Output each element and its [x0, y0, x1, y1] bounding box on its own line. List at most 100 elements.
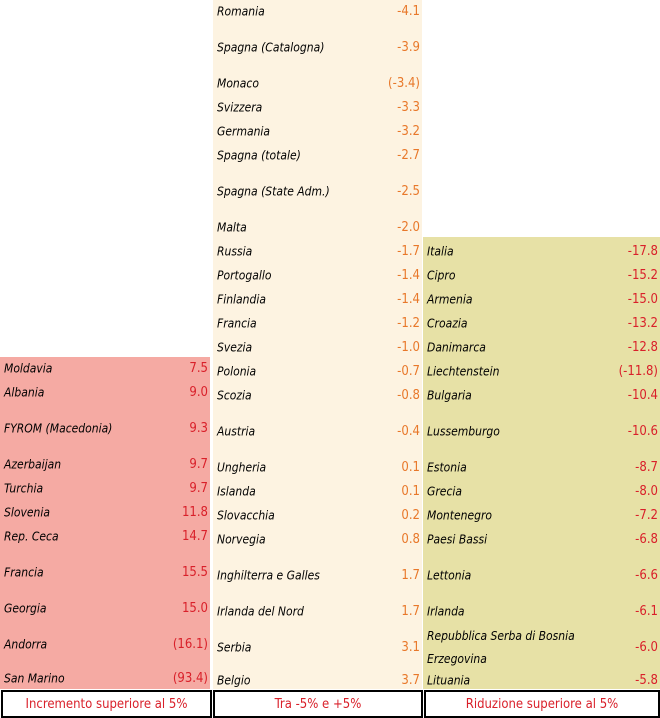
change-value: -1.4	[397, 268, 420, 283]
table-row: Lussemburgo -10.6	[423, 408, 660, 456]
table-row: Montenegro -7.2	[423, 504, 660, 528]
change-value: -6.8	[635, 532, 658, 547]
change-value: -1.2	[397, 316, 420, 331]
change-value: -2.5	[397, 184, 420, 199]
change-value: -12.8	[627, 340, 658, 355]
table-row: Turchia 9.7	[0, 477, 210, 501]
change-value: 0.1	[401, 460, 420, 475]
change-value: 1.7	[401, 568, 420, 583]
table-row: San Marino (93.4)	[0, 669, 210, 689]
change-value: 9.0	[189, 385, 208, 400]
country-name: Russia	[217, 244, 253, 259]
country-name: Svizzera	[217, 100, 263, 115]
change-value: 9.7	[189, 481, 208, 496]
country-name: Irlanda del Nord	[217, 604, 304, 619]
table-row: Inghilterra e Galles 1.7	[213, 552, 422, 600]
change-value: -1.4	[397, 292, 420, 307]
country-name: Spagna (Catalogna)	[217, 40, 325, 55]
table-row: Svezia -1.0	[213, 336, 422, 360]
change-value: -17.8	[627, 244, 658, 259]
country-name: Irlanda	[427, 604, 465, 619]
country-name: Slovacchia	[217, 508, 275, 523]
country-name: Andorra	[4, 637, 48, 652]
change-value: -10.6	[627, 424, 658, 439]
change-value: 14.7	[181, 529, 208, 544]
table-row: Slovacchia 0.2	[213, 504, 422, 528]
table-row: Malta -2.0	[213, 216, 422, 240]
table-row: Finlandia -1.4	[213, 288, 422, 312]
change-value: -0.7	[397, 364, 420, 379]
change-value: -15.2	[627, 268, 658, 283]
change-value: 15.5	[181, 565, 208, 580]
country-name: Germania	[217, 124, 271, 139]
change-value: 3.1	[401, 640, 420, 655]
country-name: Cipro	[427, 268, 456, 283]
change-value: -0.8	[397, 388, 420, 403]
country-name: Norvegia	[217, 532, 266, 547]
country-name: Polonia	[217, 364, 257, 379]
table-row: Austria -0.4	[213, 408, 422, 456]
country-name: Lussemburgo	[427, 424, 500, 439]
country-name: Lituania	[427, 673, 471, 687]
table-row: FYROM (Macedonia) 9.3	[0, 405, 210, 453]
table-row: Azerbaijan 9.7	[0, 453, 210, 477]
change-value: 11.8	[181, 505, 208, 520]
legend-stable: Tra -5% e +5%	[213, 690, 423, 718]
legend-decrease: Riduzione superiore al 5%	[424, 690, 660, 718]
table-row: Spagna (totale) -2.7	[213, 144, 422, 168]
country-name: Croazia	[427, 316, 468, 331]
change-value: -6.1	[635, 604, 658, 619]
decrease-column: Italia -17.8 Cipro -15.2 Armenia -15.0 Croazia…	[423, 237, 660, 689]
change-value: 9.7	[189, 457, 208, 472]
change-value: -0.4	[397, 424, 420, 439]
table-row: Irlanda -6.1	[423, 600, 660, 624]
table-row: Portogallo -1.4	[213, 264, 422, 288]
table-row: Albania 9.0	[0, 381, 210, 405]
table-row: Lituania -5.8	[423, 672, 660, 689]
country-name: FYROM (Macedonia)	[4, 421, 113, 436]
change-value: (-3.4)	[388, 76, 420, 91]
change-value: 0.8	[401, 532, 420, 547]
table-row: Moldavia 7.5	[0, 357, 210, 381]
change-value: -10.4	[627, 388, 658, 403]
country-name: Liechtenstein	[427, 364, 500, 379]
change-value: (93.4)	[172, 671, 208, 686]
country-name: Monaco	[217, 76, 259, 91]
country-name: Rep. Ceca	[4, 529, 59, 544]
table-row: Liechtenstein (-11.8)	[423, 360, 660, 384]
table-row: Russia -1.7	[213, 240, 422, 264]
country-name: Belgio	[217, 673, 251, 687]
country-name: Romania	[217, 4, 265, 19]
table-row: Scozia -0.8	[213, 384, 422, 408]
country-name: Serbia	[217, 640, 252, 655]
country-name: Malta	[217, 220, 247, 235]
change-value: -1.7	[397, 244, 420, 259]
table-row: Cipro -15.2	[423, 264, 660, 288]
country-name: Paesi Bassi	[427, 532, 488, 547]
country-name: Svezia	[217, 340, 253, 355]
country-name: Islanda	[217, 484, 256, 499]
table-row: Islanda 0.1	[213, 480, 422, 504]
table-row: Paesi Bassi -6.8	[423, 528, 660, 552]
table-row: Monaco (-3.4)	[213, 72, 422, 96]
table-row: Francia 15.5	[0, 549, 210, 597]
change-value: 7.5	[189, 361, 208, 376]
change-value: -6.0	[635, 640, 658, 655]
change-value: -4.1	[397, 4, 420, 19]
table-row: Croazia -13.2	[423, 312, 660, 336]
table-row: Lettonia -6.6	[423, 552, 660, 600]
table-row: Grecia -8.0	[423, 480, 660, 504]
change-value: -8.0	[635, 484, 658, 499]
country-name: Turchia	[4, 481, 44, 496]
country-name: Georgia	[4, 601, 47, 616]
country-name: Repubblica Serba di Bosnia Erzegovina	[427, 629, 575, 666]
country-name: Slovenia	[4, 505, 50, 520]
change-value: -1.0	[397, 340, 420, 355]
country-name: Ungheria	[217, 460, 267, 475]
change-value: -8.7	[635, 460, 658, 475]
table-row: Serbia 3.1	[213, 624, 422, 672]
change-value: -5.8	[635, 672, 658, 688]
country-name: Estonia	[427, 460, 467, 475]
country-name: San Marino	[4, 671, 65, 686]
country-name: Moldavia	[4, 361, 53, 376]
